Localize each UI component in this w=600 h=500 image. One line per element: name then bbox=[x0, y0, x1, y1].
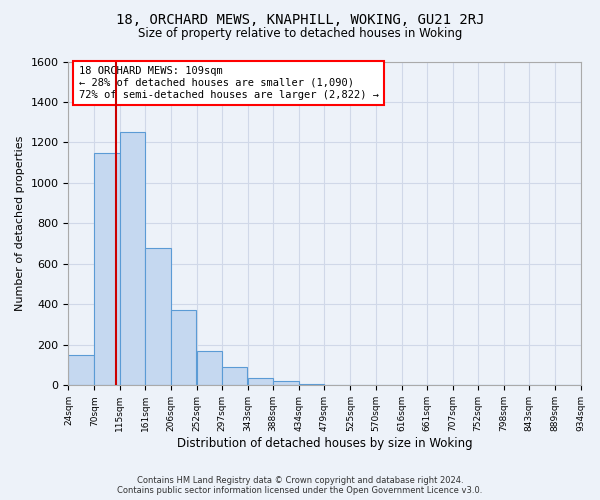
Bar bbox=[119, 132, 145, 386]
Bar bbox=[68, 355, 94, 386]
Bar bbox=[197, 351, 222, 386]
Bar bbox=[171, 310, 196, 386]
Bar bbox=[299, 384, 325, 386]
Bar bbox=[248, 378, 273, 386]
Y-axis label: Number of detached properties: Number of detached properties bbox=[15, 136, 25, 311]
Text: Size of property relative to detached houses in Woking: Size of property relative to detached ho… bbox=[138, 28, 462, 40]
Text: 18, ORCHARD MEWS, KNAPHILL, WOKING, GU21 2RJ: 18, ORCHARD MEWS, KNAPHILL, WOKING, GU21… bbox=[116, 12, 484, 26]
Bar bbox=[145, 248, 171, 386]
Bar bbox=[94, 152, 119, 386]
Text: 18 ORCHARD MEWS: 109sqm
← 28% of detached houses are smaller (1,090)
72% of semi: 18 ORCHARD MEWS: 109sqm ← 28% of detache… bbox=[79, 66, 379, 100]
X-axis label: Distribution of detached houses by size in Woking: Distribution of detached houses by size … bbox=[176, 437, 472, 450]
Text: Contains HM Land Registry data © Crown copyright and database right 2024.
Contai: Contains HM Land Registry data © Crown c… bbox=[118, 476, 482, 495]
Bar bbox=[273, 382, 299, 386]
Bar bbox=[222, 367, 247, 386]
